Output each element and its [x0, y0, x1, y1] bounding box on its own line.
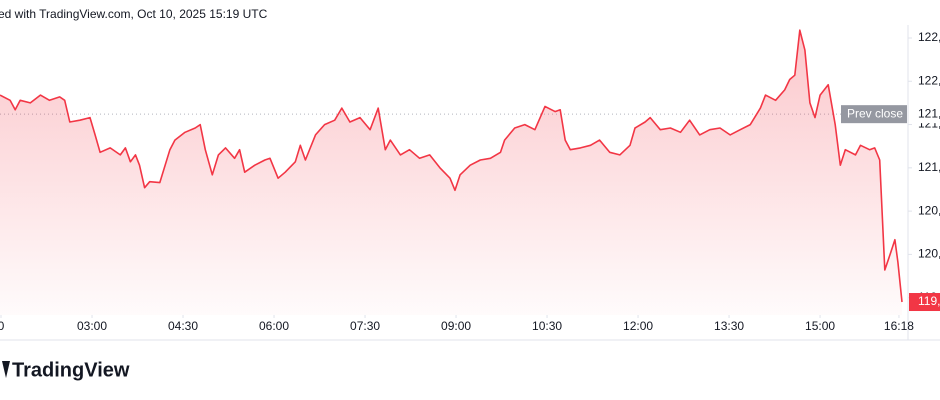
y-tick-label: 120, [918, 247, 940, 261]
y-tick-label: 120, [918, 203, 940, 217]
x-tick-label: 09:00 [441, 319, 471, 333]
prev-close-value-tag [909, 105, 940, 124]
logo-icon [2, 361, 10, 378]
x-tick-label: 16:18 [884, 319, 914, 333]
x-tick-label: 03:00 [77, 319, 107, 333]
prev-close-value: 121, [918, 106, 940, 120]
x-tick-label: 13:30 [714, 319, 744, 333]
x-tick-label: 07:30 [350, 319, 380, 333]
x-tick-label: 10:30 [532, 319, 562, 333]
logo-text: TradingView [12, 359, 130, 381]
y-tick-label: 122, [918, 73, 940, 87]
area-fill [0, 30, 902, 315]
prev-close-name: Prev close [847, 106, 903, 120]
last-price-label: 119, [918, 294, 940, 308]
x-tick-label: 06:00 [259, 319, 289, 333]
y-tick-label: 121, [918, 160, 940, 174]
x-tick-label: 04:30 [168, 319, 198, 333]
header-text: ed with TradingView.com, Oct 10, 2025 15… [0, 7, 268, 21]
x-tick-label: 12:00 [623, 319, 653, 333]
x-tick-label: 0 [0, 319, 5, 333]
price-line [0, 29, 903, 303]
last-price-tag [909, 293, 940, 312]
y-tick-label: 122, [918, 30, 940, 44]
x-tick-label: 15:00 [805, 319, 835, 333]
prev-close-tag [841, 105, 907, 124]
